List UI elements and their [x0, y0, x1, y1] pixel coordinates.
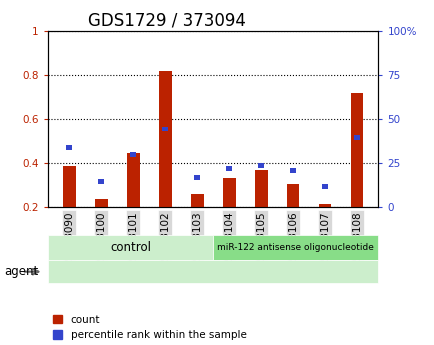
Bar: [318, 204, 331, 207]
Bar: [127, 153, 139, 207]
Bar: [66, 145, 72, 150]
Bar: [258, 163, 263, 168]
Bar: [130, 152, 136, 157]
Bar: [158, 71, 171, 207]
Bar: [289, 168, 295, 173]
Bar: [162, 127, 168, 131]
Bar: [191, 194, 203, 207]
Bar: [226, 166, 231, 171]
Text: GDS1729 / 373094: GDS1729 / 373094: [87, 11, 245, 29]
Bar: [222, 178, 235, 207]
Bar: [353, 135, 359, 140]
Bar: [286, 184, 299, 207]
Bar: [98, 179, 104, 184]
Text: agent: agent: [4, 265, 39, 278]
Bar: [194, 175, 200, 180]
Bar: [254, 170, 267, 207]
Bar: [322, 184, 327, 188]
Bar: [63, 166, 76, 207]
Legend: count, percentile rank within the sample: count, percentile rank within the sample: [53, 315, 246, 340]
Bar: [350, 92, 362, 207]
Text: control: control: [110, 241, 151, 254]
Bar: [95, 199, 107, 207]
Text: miR-122 antisense oligonucleotide: miR-122 antisense oligonucleotide: [217, 243, 373, 252]
